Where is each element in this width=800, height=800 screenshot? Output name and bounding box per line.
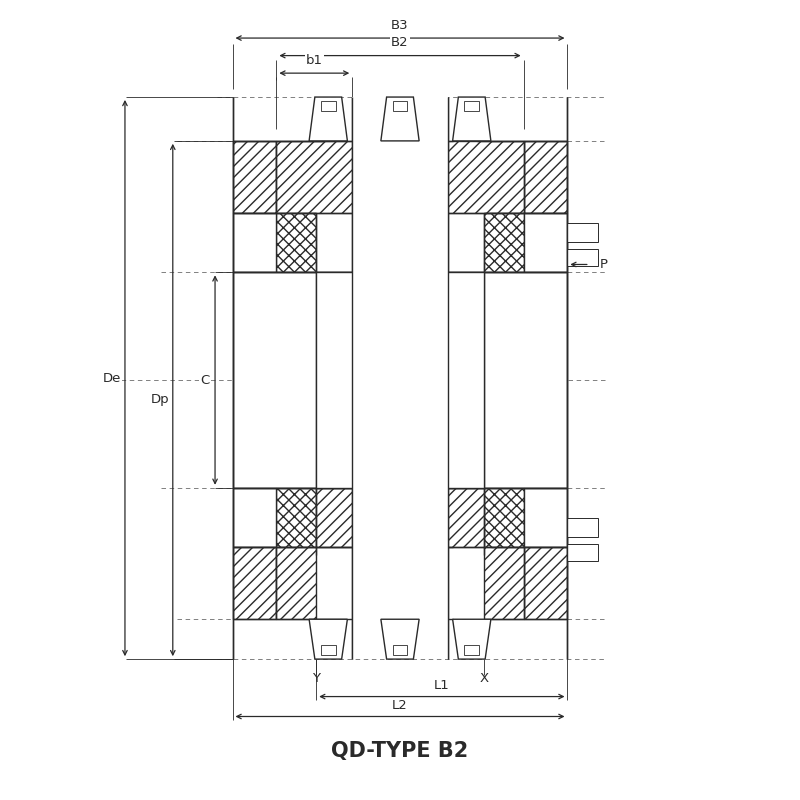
Polygon shape: [233, 141, 316, 213]
Polygon shape: [567, 543, 598, 561]
Polygon shape: [484, 141, 567, 213]
Polygon shape: [233, 273, 567, 488]
Text: P: P: [599, 258, 607, 271]
Polygon shape: [393, 645, 407, 655]
Text: B3: B3: [391, 19, 409, 32]
Text: L2: L2: [392, 699, 408, 712]
Polygon shape: [453, 97, 491, 141]
Text: X: X: [479, 672, 488, 685]
Polygon shape: [277, 488, 523, 619]
Polygon shape: [484, 488, 523, 547]
Polygon shape: [352, 97, 448, 659]
Polygon shape: [567, 249, 598, 266]
Polygon shape: [277, 213, 316, 273]
Polygon shape: [464, 645, 479, 655]
Polygon shape: [381, 619, 419, 659]
Polygon shape: [453, 619, 491, 659]
Text: De: De: [103, 371, 122, 385]
Text: B2: B2: [391, 36, 409, 50]
Polygon shape: [233, 213, 277, 273]
Polygon shape: [277, 488, 316, 547]
Polygon shape: [567, 518, 598, 537]
Polygon shape: [352, 97, 448, 659]
Polygon shape: [233, 488, 277, 547]
Polygon shape: [523, 547, 567, 619]
Polygon shape: [233, 547, 277, 619]
Polygon shape: [464, 101, 479, 111]
Polygon shape: [523, 488, 567, 547]
Text: b1: b1: [306, 54, 322, 67]
Text: Dp: Dp: [150, 394, 170, 406]
Text: QD-TYPE B2: QD-TYPE B2: [331, 741, 469, 761]
Polygon shape: [309, 619, 347, 659]
Polygon shape: [277, 141, 523, 213]
Polygon shape: [309, 97, 347, 141]
Text: L1: L1: [434, 679, 450, 692]
Polygon shape: [567, 223, 598, 242]
Polygon shape: [381, 97, 419, 141]
Polygon shape: [484, 213, 523, 273]
Polygon shape: [393, 101, 407, 111]
Text: C: C: [200, 374, 210, 386]
Polygon shape: [321, 645, 336, 655]
Text: Y: Y: [312, 672, 320, 685]
Polygon shape: [316, 273, 484, 488]
Polygon shape: [321, 101, 336, 111]
Polygon shape: [523, 213, 567, 273]
